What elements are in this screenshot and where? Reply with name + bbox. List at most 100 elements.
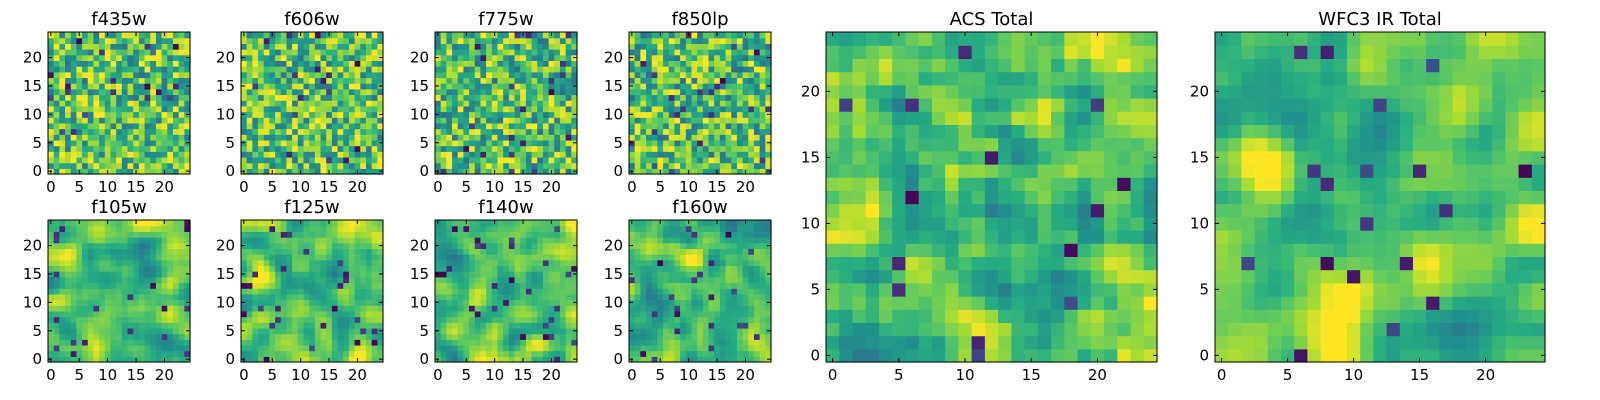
heatmap-cell — [127, 237, 134, 244]
heatmap-cell — [161, 344, 168, 352]
heatmap-cell — [725, 305, 732, 312]
heatmap-cell — [674, 111, 681, 118]
heatmap-cell — [629, 117, 636, 124]
heatmap-cell — [697, 339, 704, 346]
heatmap-cell — [731, 105, 738, 113]
heatmap-cell — [525, 293, 533, 301]
heatmap-cell — [59, 60, 66, 67]
heatmap-cell — [76, 282, 83, 289]
heatmap-cell — [491, 111, 499, 118]
heatmap-cell — [663, 350, 670, 357]
heatmap-cell — [371, 225, 378, 232]
heatmap-cell — [531, 145, 538, 152]
heatmap-cell — [82, 54, 89, 61]
heatmap-cell — [446, 128, 453, 135]
heatmap-cell — [514, 168, 521, 175]
heatmap-cell — [474, 83, 482, 90]
heatmap-cell — [258, 254, 265, 261]
heatmap-cell — [53, 316, 60, 323]
heatmap-cell — [314, 54, 322, 61]
heatmap-cell — [331, 288, 339, 295]
heatmap-cell — [337, 327, 344, 335]
heatmap-cell — [348, 54, 356, 61]
heatmap-cell — [452, 43, 459, 50]
heatmap-cell — [503, 344, 510, 352]
heatmap-cell — [167, 310, 174, 318]
heatmap-cell — [280, 288, 288, 295]
heatmap-cell — [258, 288, 265, 295]
heatmap-cell — [508, 305, 516, 312]
heatmap-cell — [565, 43, 572, 50]
heatmap-cell — [348, 94, 356, 101]
heatmap-cell — [697, 350, 704, 357]
heatmap-cell — [725, 310, 732, 318]
heatmap-cell — [525, 344, 533, 352]
heatmap-cell — [360, 43, 367, 50]
heatmap-cell — [76, 248, 83, 255]
heatmap-cell — [640, 111, 647, 118]
heatmap-cell — [463, 83, 470, 90]
heatmap-cell — [657, 145, 664, 152]
heatmap-cell — [559, 168, 567, 175]
heatmap-cell — [286, 151, 293, 158]
heatmap-cell — [440, 231, 447, 238]
heatmap-cell — [121, 265, 129, 272]
heatmap-cell — [514, 43, 521, 50]
heatmap-cell — [736, 134, 744, 141]
heatmap-cell — [178, 231, 185, 238]
heatmap-cell — [736, 77, 744, 84]
heatmap-cell — [571, 333, 578, 340]
heatmap-cell — [354, 139, 361, 147]
heatmap-cell — [150, 151, 157, 158]
heatmap-cell — [127, 293, 134, 301]
heatmap-cell — [452, 37, 459, 44]
heatmap-cell — [104, 339, 112, 346]
heatmap-cell — [269, 37, 276, 44]
heatmap-cell — [303, 105, 310, 113]
heatmap-cell — [514, 134, 521, 141]
heatmap-cell — [714, 83, 721, 90]
heatmap-cell — [360, 220, 367, 227]
heatmap-cell — [491, 310, 499, 318]
heatmap-cell — [99, 288, 106, 295]
heatmap-cell — [571, 128, 578, 135]
heatmap-cell — [70, 282, 77, 289]
heatmap-cell — [548, 43, 555, 50]
heatmap-cell — [548, 54, 555, 61]
heatmap-cell — [748, 356, 755, 363]
heatmap-cell — [172, 122, 180, 130]
heatmap-cell — [474, 162, 482, 169]
heatmap-cell — [246, 356, 253, 363]
heatmap-cell — [634, 327, 641, 335]
heatmap-cell — [440, 316, 447, 323]
heatmap-cell — [161, 105, 168, 113]
heatmap-cell — [702, 139, 710, 147]
heatmap-cell — [765, 305, 772, 312]
heatmap-cell — [246, 305, 253, 312]
heatmap-cell — [691, 32, 698, 39]
heatmap-cell — [731, 94, 738, 101]
heatmap-cell — [241, 259, 248, 267]
heatmap-cell — [365, 248, 373, 255]
heatmap-cell — [640, 156, 647, 164]
heatmap-cell — [297, 259, 305, 267]
heatmap-cell — [70, 299, 77, 306]
heatmap-cell — [263, 60, 270, 67]
heatmap-cell — [514, 54, 521, 61]
heatmap-cell — [138, 254, 146, 261]
heatmap-cell — [440, 344, 447, 352]
heatmap-cell — [525, 66, 533, 73]
heatmap-cell — [685, 156, 693, 164]
heatmap-cell — [685, 151, 693, 158]
heatmap-cell — [348, 162, 356, 169]
heatmap-cell — [731, 100, 738, 107]
heatmap-cell — [497, 54, 504, 61]
heatmap-cell — [65, 151, 72, 158]
heatmap-cell — [714, 316, 721, 323]
heatmap-cell — [314, 88, 322, 96]
heatmap-cell — [269, 242, 276, 249]
heatmap-cell — [674, 282, 681, 289]
heatmap-cell — [759, 111, 766, 118]
heatmap-cell — [348, 128, 356, 135]
heatmap-cell — [474, 49, 482, 56]
